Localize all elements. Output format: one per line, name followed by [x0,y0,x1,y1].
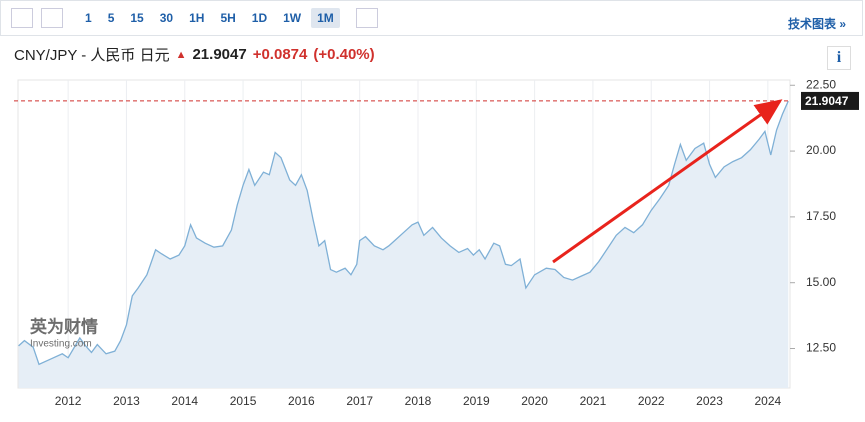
interval-button[interactable]: 1H [189,11,205,25]
toolbar: 1 5 15 30 1H 5H 1D 1W 1M 技术图表 » [0,0,863,36]
x-tick-label: 2020 [521,394,548,408]
change: +0.0874 [252,46,308,63]
x-tick-label: 2017 [346,394,373,408]
candle-icon[interactable] [11,8,33,28]
interval-button[interactable]: 1M [311,8,340,28]
info-button[interactable]: i [827,46,851,70]
interval-button[interactable]: 1 [85,11,92,25]
interval-button[interactable]: 1D [251,11,268,25]
intervals: 1 5 15 30 1H 5H 1D 1W 1M [77,8,342,28]
interval-button[interactable]: 15 [130,11,144,25]
x-tick-label: 2021 [580,394,607,408]
up-arrow: ▲ [175,48,187,61]
x-tick-label: 2018 [405,394,432,408]
x-tick-label: 2014 [171,394,198,408]
interval-button[interactable]: 1W [283,11,302,25]
x-tick-label: 2019 [463,394,490,408]
y-tick-label: 12.50 [806,341,836,355]
watermark-site: Investing.com [30,339,92,350]
interval-button[interactable]: 30 [159,11,174,25]
y-tick-label: 22.50 [806,77,836,91]
price: 21.9047 [192,46,247,63]
interval-button[interactable]: 5 [107,11,115,25]
pair: CNY/JPY - 人民币 日元 [14,47,170,64]
interval-button[interactable]: 5H [220,11,236,25]
x-tick-label: 2013 [113,394,140,408]
y-tick-label: 17.50 [806,209,836,223]
change-pct: (+0.40%) [313,46,375,63]
area-icon[interactable] [41,8,63,28]
line [18,100,789,366]
x-tick-label: 2016 [288,394,315,408]
x-tick-label: 2023 [696,394,723,408]
settings-icon[interactable] [355,8,378,28]
header: CNY/JPY - 人民币 日元 ▲ 21.9047 +0.0874 (+0.4… [14,44,375,65]
y-tick-label: 20.00 [806,143,836,157]
area [18,101,789,389]
x-tick-label: 2024 [754,394,781,408]
annotation-arrow [552,99,783,264]
last-price-box [801,91,859,110]
last-price-label: 21.9047 [805,94,849,108]
x-tick-label: 2012 [55,394,82,408]
x-tick-label: 2015 [230,394,257,408]
y-tick-label: 15.00 [806,275,836,289]
x-tick-label: 2022 [638,394,665,408]
watermark-brand: 英为财情 [30,316,98,336]
tech-chart-link[interactable]: 技术图表 » [787,17,846,31]
